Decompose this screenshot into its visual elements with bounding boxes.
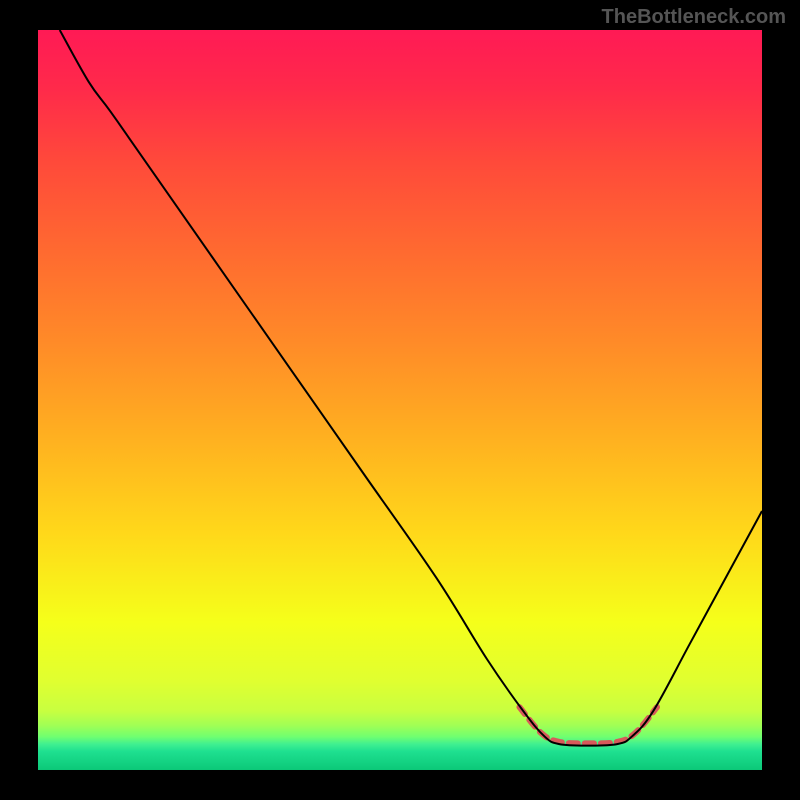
watermark-text: TheBottleneck.com xyxy=(602,6,786,29)
plot-area xyxy=(38,30,762,770)
curve-overlay xyxy=(38,30,762,770)
highlight-segment xyxy=(519,707,657,743)
bottleneck-curve xyxy=(60,30,762,746)
